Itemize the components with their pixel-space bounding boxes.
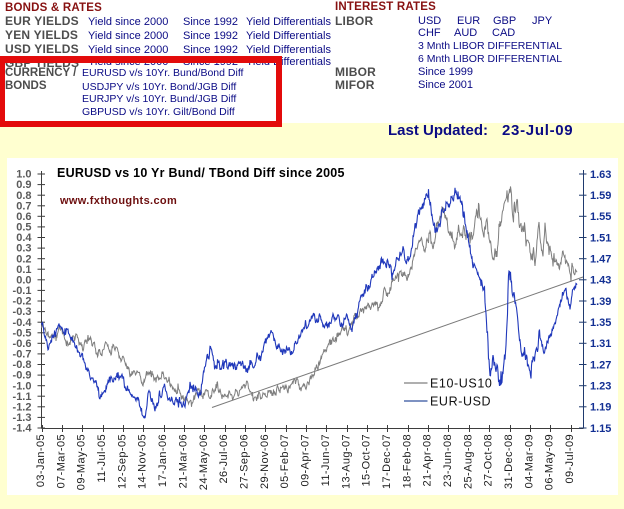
svg-text:21-Mar-06: 21-Mar-06: [178, 434, 190, 488]
svg-text:EUR-USD: EUR-USD: [430, 395, 491, 409]
svg-text:1.35: 1.35: [590, 317, 611, 329]
svg-text:0.2: 0.2: [16, 253, 31, 265]
svg-text:0.6: 0.6: [16, 211, 31, 223]
svg-text:24-May-06: 24-May-06: [198, 434, 210, 490]
svg-text:29-Nov-06: 29-Nov-06: [259, 434, 271, 489]
svg-text:-0.5: -0.5: [13, 327, 32, 339]
svg-text:-1.4: -1.4: [13, 423, 33, 435]
svg-text:1.39: 1.39: [590, 296, 611, 308]
svg-text:-0.6: -0.6: [13, 338, 32, 350]
svg-text:0.0: 0.0: [16, 274, 31, 286]
svg-text:09-May-05: 09-May-05: [76, 434, 88, 490]
svg-text:-0.7: -0.7: [13, 349, 32, 361]
svg-text:1.23: 1.23: [590, 381, 611, 393]
svg-text:27-Sep-06: 27-Sep-06: [239, 434, 251, 489]
svg-text:09-Jul-09: 09-Jul-09: [564, 434, 576, 483]
svg-text:14-Nov-05: 14-Nov-05: [137, 434, 149, 489]
svg-text:21-Apr-08: 21-Apr-08: [422, 434, 434, 487]
svg-text:07-Mar-05: 07-Mar-05: [55, 434, 67, 488]
svg-text:0.1: 0.1: [16, 264, 31, 276]
svg-text:-0.3: -0.3: [13, 306, 32, 318]
svg-text:11-Jul-05: 11-Jul-05: [96, 434, 108, 483]
svg-text:23-Jun-08: 23-Jun-08: [442, 434, 454, 487]
svg-text:17-Jan-06: 17-Jan-06: [157, 434, 169, 487]
svg-text:0.3: 0.3: [16, 243, 31, 255]
svg-text:0.5: 0.5: [16, 222, 31, 234]
svg-text:17-Dec-07: 17-Dec-07: [381, 434, 393, 489]
svg-text:EURUSD vs 10 Yr Bund/ TBond Di: EURUSD vs 10 Yr Bund/ TBond Diff since 2…: [57, 166, 345, 180]
svg-text:12-Sep-05: 12-Sep-05: [116, 434, 128, 489]
svg-text:0.8: 0.8: [16, 190, 31, 202]
svg-text:1.27: 1.27: [590, 359, 611, 371]
svg-text:-0.4: -0.4: [13, 317, 33, 329]
svg-text:www.fxthoughts.com: www.fxthoughts.com: [59, 195, 177, 207]
svg-text:04-Mar-09: 04-Mar-09: [523, 434, 535, 488]
svg-text:18-Feb-08: 18-Feb-08: [401, 434, 413, 488]
svg-text:13-Aug-07: 13-Aug-07: [340, 434, 352, 489]
svg-text:15-Oct-07: 15-Oct-07: [361, 434, 373, 487]
svg-text:-0.8: -0.8: [13, 359, 32, 371]
svg-text:1.0: 1.0: [16, 169, 31, 181]
svg-text:-0.2: -0.2: [13, 296, 32, 308]
svg-text:06-May-09: 06-May-09: [544, 434, 556, 490]
svg-text:0.9: 0.9: [16, 179, 31, 191]
svg-text:1.63: 1.63: [590, 169, 611, 181]
svg-text:-0.1: -0.1: [13, 285, 32, 297]
svg-text:-1.2: -1.2: [13, 401, 32, 413]
svg-text:11-Jun-07: 11-Jun-07: [320, 434, 332, 486]
svg-text:1.19: 1.19: [590, 402, 611, 414]
svg-text:03-Jan-05: 03-Jan-05: [35, 434, 47, 487]
svg-text:1.51: 1.51: [590, 232, 611, 244]
svg-text:1.31: 1.31: [590, 338, 611, 350]
svg-text:1.43: 1.43: [590, 275, 611, 287]
svg-text:05-Feb-07: 05-Feb-07: [279, 434, 291, 488]
svg-text:1.47: 1.47: [590, 254, 611, 266]
svg-text:1.59: 1.59: [590, 190, 611, 202]
svg-text:-1.0: -1.0: [13, 380, 32, 392]
svg-text:1.15: 1.15: [590, 423, 611, 435]
svg-text:26-Jul-06: 26-Jul-06: [218, 434, 230, 483]
svg-text:1.55: 1.55: [590, 211, 611, 223]
svg-text:25-Aug-08: 25-Aug-08: [462, 434, 474, 489]
svg-text:31-Dec-08: 31-Dec-08: [503, 434, 515, 489]
svg-text:-1.3: -1.3: [13, 412, 32, 424]
svg-text:-1.1: -1.1: [13, 391, 32, 403]
svg-text:09-Apr-07: 09-Apr-07: [300, 434, 312, 487]
svg-text:27-Oct-08: 27-Oct-08: [483, 434, 495, 487]
svg-text:0.7: 0.7: [16, 200, 31, 212]
svg-text:0.4: 0.4: [16, 232, 32, 244]
svg-text:E10-US10: E10-US10: [430, 377, 492, 391]
svg-text:-0.9: -0.9: [13, 370, 32, 382]
